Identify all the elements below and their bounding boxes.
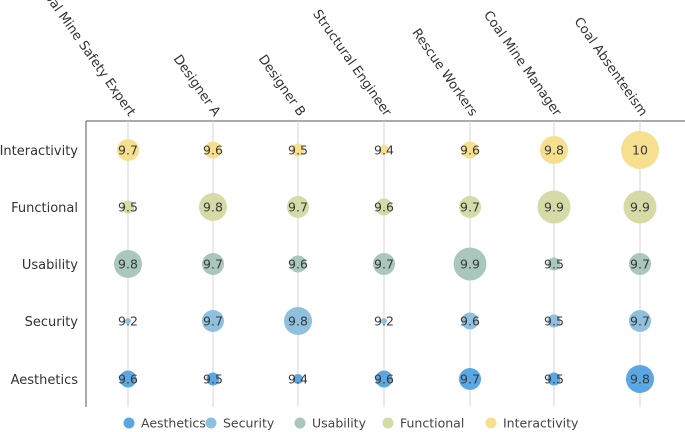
bubble-security-coal-mine-safety-expert	[125, 318, 131, 324]
value-label-functional-rescue-workers: 9.7	[460, 200, 480, 215]
value-label-interactivity-coal-mine-safety-expert: 9.7	[118, 143, 138, 158]
value-label-interactivity-structural-engineer: 9.4	[374, 143, 394, 158]
row-label-security: Security	[25, 315, 79, 330]
row-label-usability: Usability	[22, 258, 78, 273]
legend-label-functional: Functional	[400, 416, 464, 431]
row-label-interactivity: Interactivity	[0, 144, 78, 159]
legend-marker-interactivity	[485, 417, 497, 429]
value-label-security-coal-mine-manager: 9.5	[544, 314, 564, 329]
bubble-aesthetics-coal-mine-manager	[547, 372, 561, 386]
value-label-usability-coal-mine-manager: 9.5	[544, 257, 564, 272]
value-label-functional-coal-absenteeism: 9.9	[630, 200, 650, 215]
legend-marker-functional	[382, 417, 394, 429]
bubble-aesthetics-coal-mine-safety-expert	[119, 370, 137, 388]
legend: Aesthetics Security Usability Functional Int…	[123, 416, 579, 431]
value-label-interactivity-designer-a: 9.6	[203, 143, 223, 158]
value-label-functional-coal-mine-manager: 9.9	[544, 200, 564, 215]
value-label-functional-structural-engineer: 9.6	[374, 200, 394, 215]
row-label-functional: Functional	[11, 201, 78, 216]
bubble-aesthetics-designer-b	[293, 374, 303, 384]
value-label-usability-coal-absenteeism: 9.7	[630, 257, 650, 272]
value-label-interactivity-designer-b: 9.5	[288, 143, 308, 158]
bubble-usability-coal-mine-safety-expert	[114, 250, 142, 278]
bubble-functional-designer-a	[199, 193, 227, 221]
column-label-structural-engineer: Structural Engineer	[309, 7, 394, 120]
value-label-security-designer-b: 9.8	[288, 314, 308, 329]
bubble-usability-designer-a	[202, 253, 224, 275]
bubble-usability-coal-mine-manager	[547, 257, 561, 271]
bubble-usability-rescue-workers	[453, 247, 487, 281]
bubble-interactivity-rescue-workers	[461, 141, 479, 159]
legend-marker-aesthetics	[123, 417, 135, 429]
bubble-security-structural-engineer	[381, 318, 387, 324]
bubble-functional-coal-mine-manager	[537, 190, 571, 224]
legend-label-usability: Usability	[312, 416, 367, 431]
legend-label-interactivity: Interactivity	[503, 416, 579, 431]
column-label-coal-mine-safety-expert: Coal Mine Safety Expert	[36, 0, 138, 119]
bubble-aesthetics-structural-engineer	[375, 370, 393, 388]
bubble-security-rescue-workers	[461, 312, 479, 330]
value-label-usability-coal-mine-safety-expert: 9.8	[118, 257, 138, 272]
legend-marker-usability	[294, 417, 306, 429]
value-label-usability-designer-a: 9.7	[203, 257, 223, 272]
bubble-aesthetics-designer-a	[206, 372, 220, 386]
value-label-interactivity-coal-mine-manager: 9.8	[544, 143, 564, 158]
value-label-security-rescue-workers: 9.6	[460, 314, 480, 329]
bubble-security-coal-mine-manager	[547, 314, 561, 328]
value-label-aesthetics-rescue-workers: 9.7	[460, 372, 480, 387]
legend-label-aesthetics: Aesthetics	[141, 416, 206, 431]
bubble-interactivity-designer-a	[204, 141, 222, 159]
value-label-usability-structural-engineer: 9.7	[374, 257, 394, 272]
bubble-interactivity-coal-absenteeism	[621, 131, 659, 169]
legend-marker-security	[205, 417, 217, 429]
column-label-designer-b: Designer B	[255, 52, 308, 119]
value-label-security-coal-mine-safety-expert: 9.2	[118, 314, 138, 329]
bubble-functional-coal-mine-safety-expert	[121, 200, 135, 214]
bubble-usability-coal-absenteeism	[629, 253, 651, 275]
bubble-functional-coal-absenteeism	[623, 190, 657, 224]
value-label-functional-designer-b: 9.7	[288, 200, 308, 215]
value-label-aesthetics-coal-mine-safety-expert: 9.6	[118, 372, 138, 387]
bubble-interactivity-structural-engineer	[379, 145, 389, 155]
value-label-aesthetics-designer-b: 9.4	[288, 372, 308, 387]
value-label-security-coal-absenteeism: 9.7	[630, 314, 650, 329]
bubble-functional-rescue-workers	[459, 196, 481, 218]
value-label-usability-rescue-workers: 9.9	[460, 257, 480, 272]
value-label-functional-coal-mine-safety-expert: 9.5	[118, 200, 138, 215]
bubble-aesthetics-rescue-workers	[459, 368, 481, 390]
bubble-usability-structural-engineer	[373, 253, 395, 275]
bubble-security-designer-a	[202, 310, 224, 332]
bubble-aesthetics-coal-absenteeism	[626, 365, 654, 393]
bubble-interactivity-designer-b	[291, 143, 305, 157]
row-label-aesthetics: Aesthetics	[11, 373, 79, 388]
bubble-security-designer-b	[284, 307, 312, 335]
bubble-interactivity-coal-mine-manager	[540, 136, 568, 164]
bubble-usability-designer-b	[289, 255, 307, 273]
column-label-coal-absenteeism: Coal Absenteeism	[571, 15, 650, 119]
value-label-interactivity-rescue-workers: 9.6	[460, 143, 480, 158]
column-label-rescue-workers: Rescue Workers	[408, 26, 480, 119]
legend-label-security: Security	[223, 416, 275, 431]
value-label-aesthetics-structural-engineer: 9.6	[374, 372, 394, 387]
value-label-aesthetics-coal-mine-manager: 9.5	[544, 372, 564, 387]
value-label-security-structural-engineer: 9.2	[374, 314, 394, 329]
value-label-interactivity-coal-absenteeism: 10	[632, 143, 648, 158]
value-label-aesthetics-coal-absenteeism: 9.8	[630, 372, 650, 387]
column-label-designer-a: Designer A	[170, 52, 223, 119]
bubble-functional-designer-b	[287, 196, 309, 218]
bubble-interactivity-coal-mine-safety-expert	[117, 139, 139, 161]
bubble-layer	[114, 131, 659, 393]
column-label-coal-mine-manager: Coal Mine Manager	[480, 8, 564, 119]
value-label-security-designer-a: 9.7	[203, 314, 223, 329]
bubble-security-coal-absenteeism	[629, 310, 651, 332]
value-label-usability-designer-b: 9.6	[288, 257, 308, 272]
bubble-functional-structural-engineer	[375, 198, 393, 216]
value-label-functional-designer-a: 9.8	[203, 200, 223, 215]
value-label-aesthetics-designer-a: 9.5	[203, 372, 223, 387]
